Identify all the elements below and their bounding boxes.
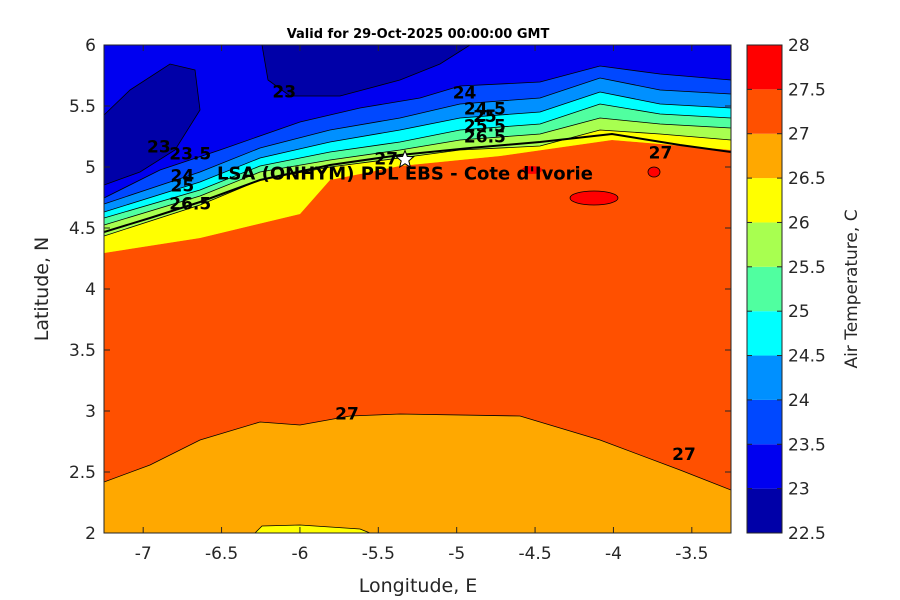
contour-label: 25: [473, 107, 497, 127]
band-23-5-to-24: [104, 66, 731, 204]
contour-label: 27: [374, 150, 398, 170]
chart-title: Valid for 29-Oct-2025 00:00:00 GMT: [287, 27, 550, 42]
band-24-to-24-5: [104, 78, 731, 212]
band-23-to-23-5: [104, 45, 731, 198]
contour-label: 24: [453, 84, 477, 104]
x-tick-label: -5: [448, 544, 465, 564]
contour-label: 23.5: [169, 145, 211, 165]
band-22-5-to-23-north: [262, 45, 470, 96]
colorbar-tick-label: 26: [788, 213, 810, 233]
x-tick-label: -6.5: [205, 544, 238, 564]
y-tick-label: 4: [85, 280, 96, 300]
y-tick-label: 3: [85, 402, 96, 422]
colorbar-swatch: [747, 444, 782, 489]
band-25-to-25-5: [104, 104, 731, 225]
colorbar-label: Air Temperature, C: [842, 209, 862, 368]
colorbar-tick-label: 27.5: [788, 80, 826, 100]
colorbar-swatch: [747, 399, 782, 445]
contour-label: 24: [171, 167, 195, 187]
contour-label: 24.5: [464, 100, 506, 120]
y-axis: 2 2.5 3 3.5 4 4.5 5 5.5 6: [69, 36, 731, 544]
warm-spot-27-5-east: [648, 167, 660, 177]
warm-spot-27-5-south: [570, 191, 618, 205]
contour-label: 25: [171, 176, 195, 196]
y-tick-label: 4.5: [69, 219, 96, 239]
x-tick-label: -6: [291, 544, 308, 564]
band-25-5-to-26: [104, 118, 731, 236]
colorbar-swatch: [747, 355, 782, 400]
colorbar-swatch: [747, 266, 782, 312]
y-tick-label: 2: [85, 524, 96, 544]
y-axis-label: Latitude, N: [31, 237, 53, 342]
colorbar-tick-label: 28: [788, 36, 810, 56]
colorbar-tick-label: 26.5: [788, 169, 826, 189]
band-26-to-26-5: [104, 130, 731, 253]
contour-label: 26.5: [169, 195, 211, 215]
contour-label: 27: [335, 405, 359, 425]
colorbar-tick-label: 27: [788, 125, 810, 145]
coastline: [104, 132, 731, 233]
colorbar-frame: [746, 44, 783, 534]
colorbar-tick-label: 22.5: [788, 524, 826, 544]
site-layer: LSA (ONHYM) PPL EBS - Cote d'Ivorie: [217, 149, 593, 185]
colorbar-tick-label: 23: [788, 480, 810, 500]
contour-label: 27: [649, 143, 673, 163]
y-tick-label: 6: [85, 36, 96, 56]
band-27-to-27-5: [104, 140, 731, 490]
contour-label: 25.5: [464, 117, 506, 137]
colorbar-swatch: [747, 133, 782, 179]
x-tick-label: -4.5: [518, 544, 551, 564]
y-tick-label: 2.5: [69, 463, 96, 483]
contour-lines: [104, 45, 731, 533]
colorbar-swatch: [747, 89, 782, 134]
colorbar-tick-label: 23.5: [788, 435, 826, 455]
site-label: LSA (ONHYM) PPL EBS - Cote d'Ivorie: [217, 164, 593, 185]
colorbar: 22.5 23 23.5 24 24.5 25 25.5 26 26.5 27 27.5 28: [746, 36, 826, 544]
x-axis-label: Longitude, E: [359, 575, 478, 597]
contour-label: 26.5: [464, 128, 506, 148]
warm-spot-27-5-center: [522, 166, 542, 174]
y-tick-label: 5.5: [69, 97, 96, 117]
colorbar-tick-label: 24: [788, 391, 810, 411]
contour-label: 23: [147, 137, 171, 157]
x-tick-label: -4: [605, 544, 622, 564]
colorbar-tick-label: 25: [788, 302, 810, 322]
x-tick-label: -7: [135, 544, 152, 564]
colorbar-swatch: [747, 178, 782, 223]
colorbar-swatch: [747, 488, 782, 533]
colorbar-tick-label: 25.5: [788, 258, 826, 278]
y-tick-label: 3.5: [69, 341, 96, 361]
colorbar-swatch: [747, 222, 782, 267]
colorbar-swatch: [747, 311, 782, 356]
x-tick-label: -5.5: [362, 544, 395, 564]
colorbar-swatch: [747, 45, 782, 90]
contour-label: 23: [272, 82, 296, 102]
contour-label: 27: [672, 445, 696, 465]
site-star-marker: [395, 149, 415, 169]
colorbar-tick-label: 24.5: [788, 347, 826, 367]
band-26-to-26-5-bottom: [255, 525, 370, 533]
band-22-5-to-23-west: [104, 64, 200, 185]
x-axis: -7 -6.5 -6 -5.5 -5 -4.5 -4 -3.5: [135, 45, 708, 564]
x-tick-label: -3.5: [675, 544, 708, 564]
y-tick-label: 5: [85, 158, 96, 178]
